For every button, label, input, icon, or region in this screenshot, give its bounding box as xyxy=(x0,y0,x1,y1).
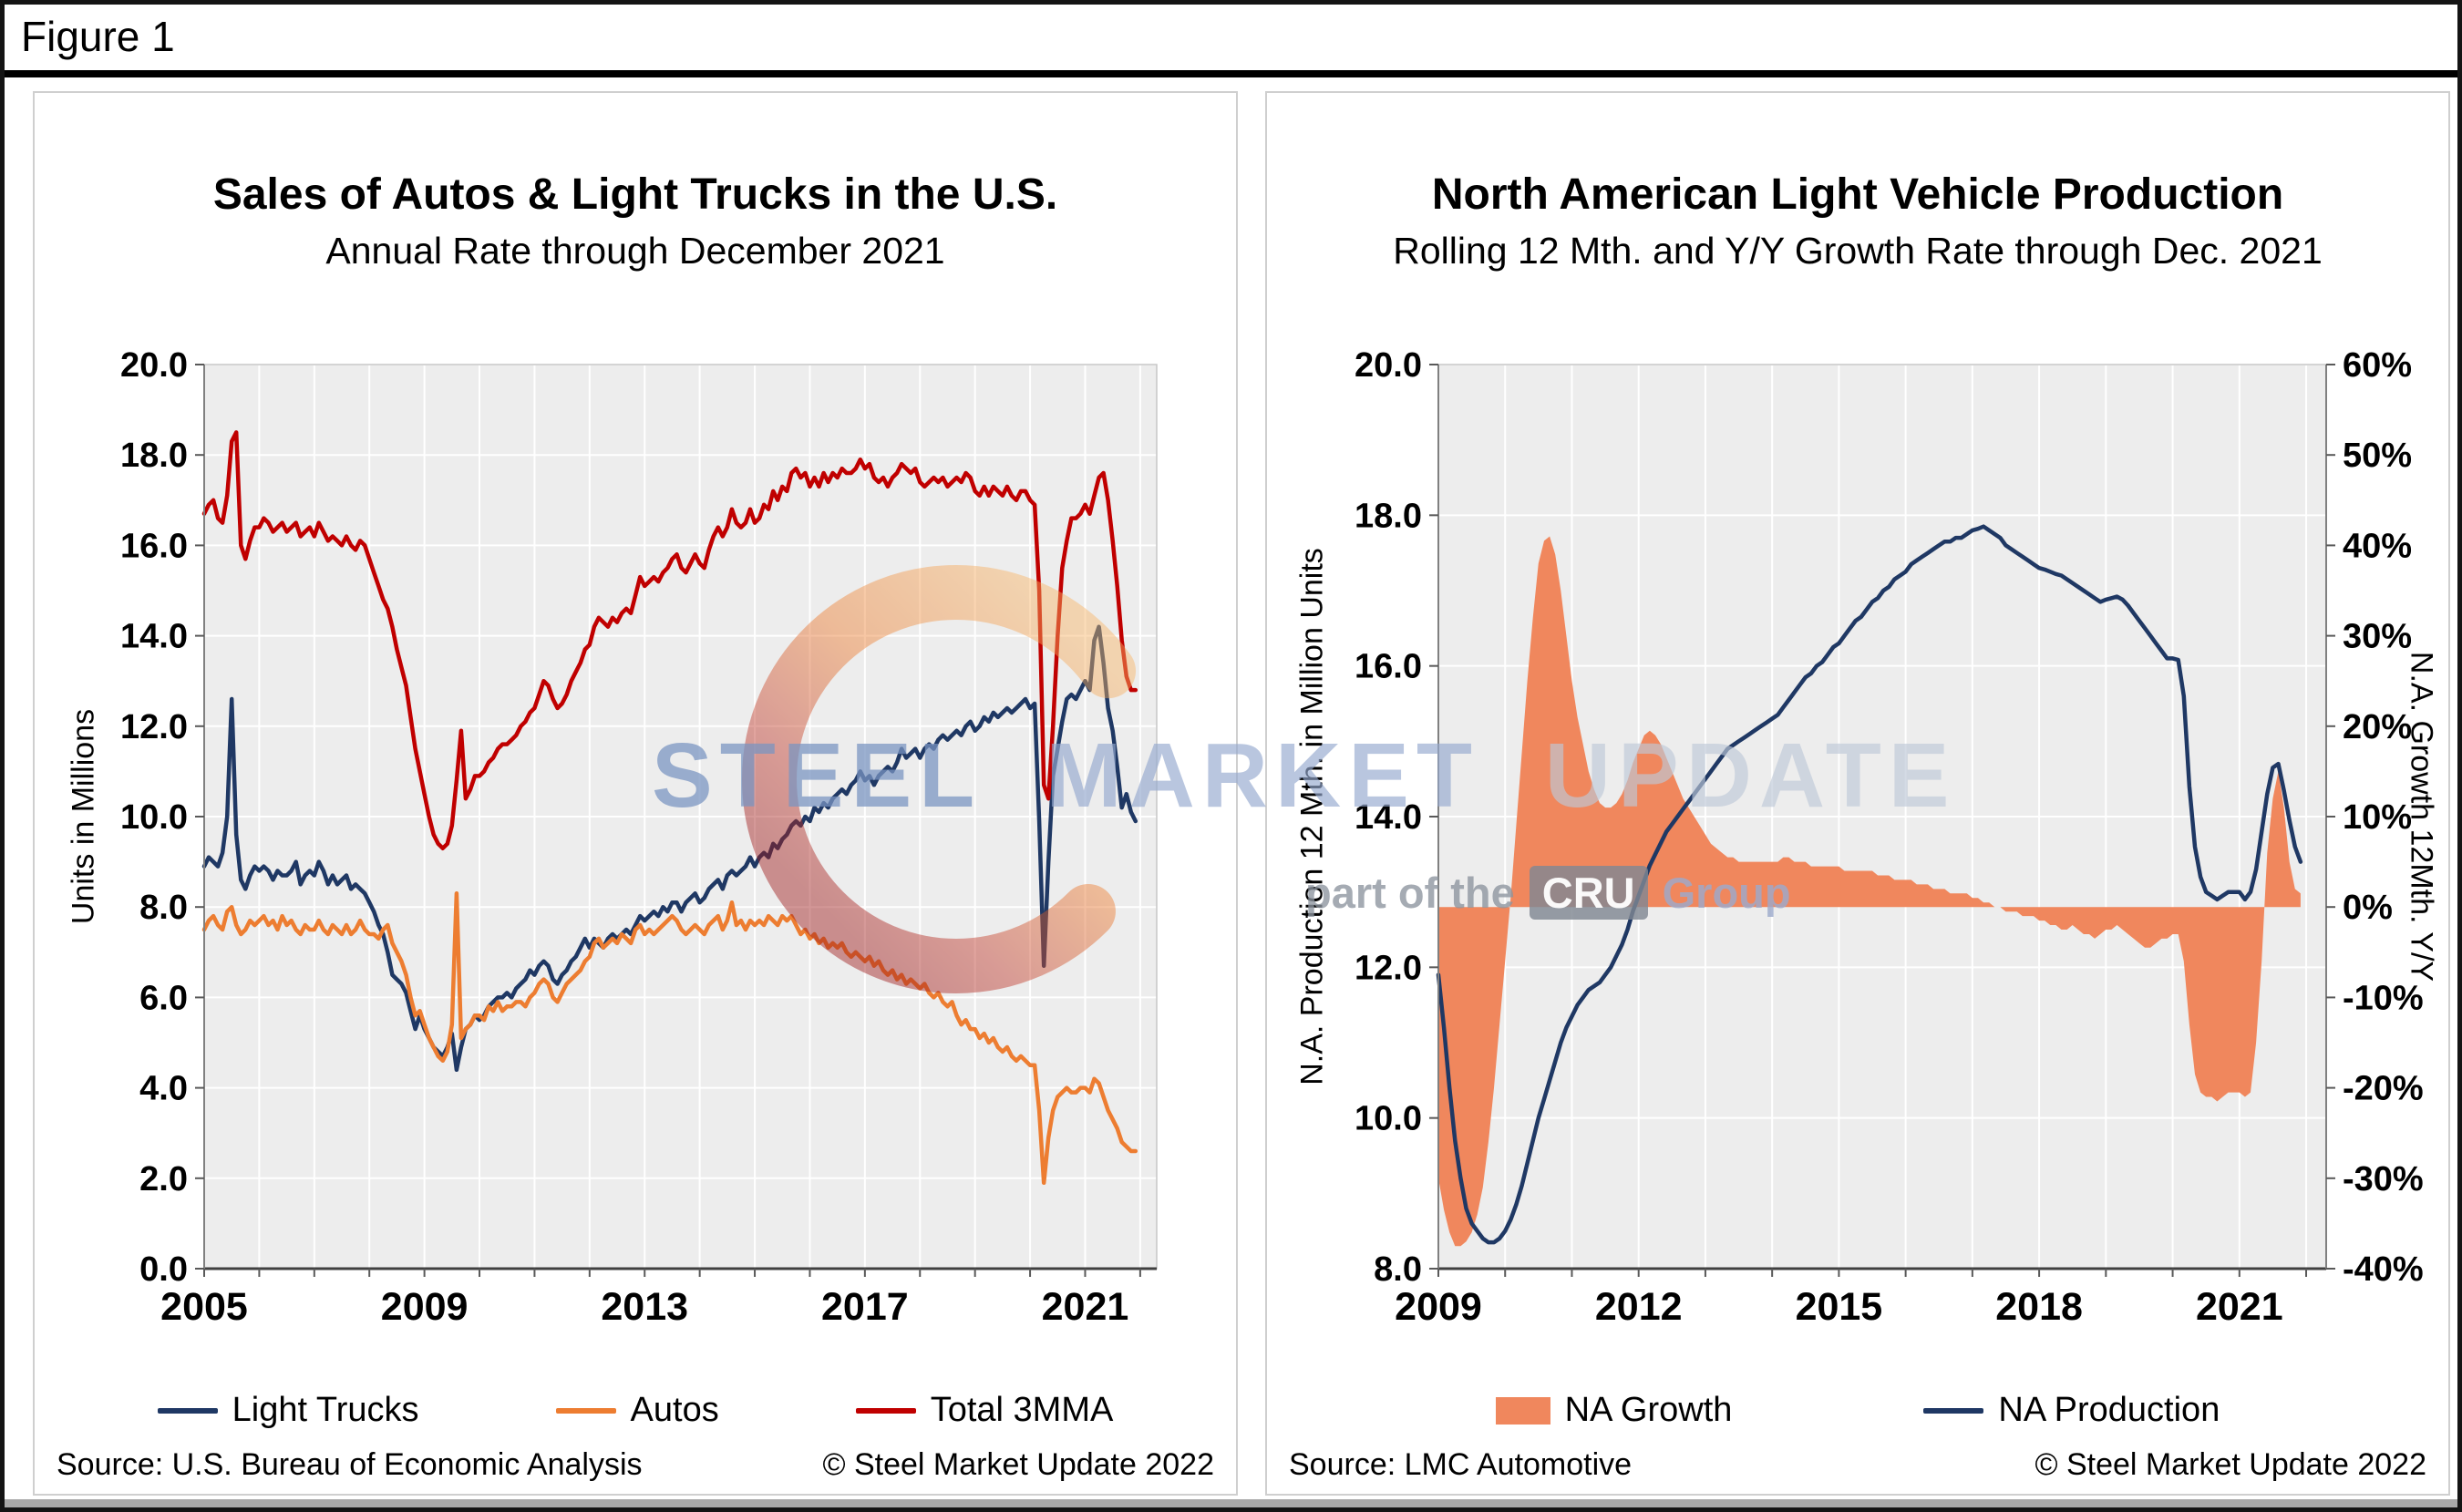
autos-line xyxy=(201,891,1138,1186)
light-trucks-line-swatch xyxy=(157,1407,218,1414)
x-axis-tick-label: 2021 xyxy=(1042,1285,1129,1329)
y-axis-tick-label: 16.0 xyxy=(1355,648,1422,686)
secondary-y-axis-tick-label: -30% xyxy=(2343,1160,2424,1198)
y-axis-tick-label: 4.0 xyxy=(139,1070,188,1108)
right-chart-source: Source: LMC Automotive xyxy=(1289,1447,1633,1482)
right-chart-left-y-axis-title: N.A. Production 12 Mth. in Million Units xyxy=(1294,548,1330,1085)
x-axis-tick-label: 2018 xyxy=(1995,1285,2083,1329)
y-axis-tick-label: 6.0 xyxy=(139,979,188,1017)
legend-item-na-growth: NA Growth xyxy=(1495,1391,1733,1430)
x-axis-tick-label: 2021 xyxy=(2196,1285,2283,1329)
right-chart-footer: Source: LMC Automotive © Steel Market Up… xyxy=(1289,1447,2426,1483)
na-growth-area xyxy=(1438,536,2301,1247)
left-chart-source: Source: U.S. Bureau of Economic Analysis xyxy=(57,1447,643,1482)
x-axis-tick-label: 2013 xyxy=(601,1285,688,1329)
secondary-y-axis-tick-label: 40% xyxy=(2343,527,2412,565)
y-axis-tick-label: 14.0 xyxy=(1355,798,1422,837)
y-axis-tick-label: 8.0 xyxy=(1374,1250,1422,1289)
na-production-line-swatch xyxy=(1923,1407,1984,1414)
x-axis-tick-label: 2015 xyxy=(1796,1285,1883,1329)
x-axis-tick-label: 2017 xyxy=(821,1285,909,1329)
y-axis-tick-label: 10.0 xyxy=(120,798,188,837)
y-axis-tick-label: 20.0 xyxy=(1355,346,1422,385)
sales-chart-plot: 0.0 2.0 4.0 6.0 8.0 10.0 12.0 14.0 16.0 18.0 20.0 2… xyxy=(35,93,1236,1494)
x-axis-tick-label: 2009 xyxy=(1395,1285,1482,1329)
secondary-y-axis-tick-label: 50% xyxy=(2343,437,2412,475)
secondary-y-axis-tick-label: -20% xyxy=(2343,1070,2424,1108)
secondary-y-axis-tick-label: -40% xyxy=(2343,1250,2424,1289)
left-chart-panel: 0.0 2.0 4.0 6.0 8.0 10.0 12.0 14.0 16.0 18.0 20.0 2… xyxy=(33,91,1238,1496)
legend-label-na-growth: NA Growth xyxy=(1564,1391,1733,1429)
left-chart-y-axis-title: Units in Millions xyxy=(66,708,101,925)
right-chart-title: North American Light Vehicle Production xyxy=(1431,170,2284,219)
na-growth-area-swatch xyxy=(1495,1396,1550,1425)
y-axis-tick-label: 16.0 xyxy=(120,527,188,565)
y-axis-tick-label: 12.0 xyxy=(1355,949,1422,987)
right-chart-legend: NA Growth NA Production xyxy=(1267,1391,2448,1430)
secondary-y-axis-tick-label: 20% xyxy=(2343,708,2412,746)
secondary-y-axis-tick-label: -10% xyxy=(2343,979,2424,1017)
bottom-strip xyxy=(5,1499,2457,1507)
legend-label-total-3mma: Total 3MMA xyxy=(930,1391,1114,1429)
total-3mma-line xyxy=(201,430,1138,850)
legend-item-total-3mma: Total 3MMA xyxy=(855,1391,1114,1430)
secondary-y-axis-tick-label: 60% xyxy=(2343,346,2412,385)
legend-label-na-production: NA Production xyxy=(1998,1391,2220,1429)
sales-of-autos-light-trucks-in-the-u-s-svg: 0.0 2.0 4.0 6.0 8.0 10.0 12.0 14.0 16.0 18.0 20.0 2… xyxy=(120,346,1158,1329)
production-chart-plot: 8.0 10.0 12.0 14.0 16.0 18.0 20.0 -40% -30% -20% -… xyxy=(1267,93,2448,1494)
left-chart-footer: Source: U.S. Bureau of Economic Analysis… xyxy=(57,1447,1214,1483)
total-3mma-line-swatch xyxy=(855,1407,916,1414)
y-axis-tick-label: 18.0 xyxy=(120,437,188,475)
y-axis-tick-label: 12.0 xyxy=(120,708,188,746)
legend-item-na-production: NA Production xyxy=(1923,1391,2220,1430)
na-production-line xyxy=(1436,524,2303,1245)
legend-label-light-trucks: Light Trucks xyxy=(232,1391,419,1429)
right-chart-subtitle: Rolling 12 Mth. and Y/Y Growth Rate thro… xyxy=(1393,230,2323,272)
left-chart-copyright: © Steel Market Update 2022 xyxy=(822,1447,1214,1482)
secondary-y-axis-tick-label: 30% xyxy=(2343,618,2412,656)
right-chart-panel: 8.0 10.0 12.0 14.0 16.0 18.0 20.0 -40% -30% -20% -… xyxy=(1265,91,2450,1496)
y-axis-tick-label: 20.0 xyxy=(120,346,188,385)
legend-item-autos: Autos xyxy=(555,1391,719,1430)
x-axis-tick-label: 2012 xyxy=(1595,1285,1683,1329)
y-axis-tick-label: 0.0 xyxy=(139,1250,188,1289)
secondary-y-axis-tick-label: 10% xyxy=(2343,798,2412,837)
right-chart-copyright: © Steel Market Update 2022 xyxy=(2034,1447,2426,1482)
y-axis-tick-label: 10.0 xyxy=(1355,1100,1422,1138)
figure-title-bar: Figure 1 xyxy=(5,5,2457,77)
north-american-light-vehicle-production-svg: 8.0 10.0 12.0 14.0 16.0 18.0 20.0 -40% -30% -20% -… xyxy=(1355,346,2424,1329)
right-chart-right-y-axis-title: N.A. Growth 12Mth. Y/Y xyxy=(2404,651,2439,982)
y-axis-tick-label: 18.0 xyxy=(1355,497,1422,535)
left-chart-title: Sales of Autos & Light Trucks in the U.S… xyxy=(212,170,1058,219)
y-axis-tick-label: 14.0 xyxy=(120,618,188,656)
left-chart-subtitle: Annual Rate through December 2021 xyxy=(325,230,945,272)
x-axis-tick-label: 2005 xyxy=(160,1285,248,1329)
legend-label-autos: Autos xyxy=(630,1391,719,1429)
secondary-y-axis-tick-label: 0% xyxy=(2343,889,2393,927)
legend-item-light-trucks: Light Trucks xyxy=(157,1391,419,1430)
y-axis-tick-label: 2.0 xyxy=(139,1160,188,1198)
y-axis-tick-label: 8.0 xyxy=(139,889,188,927)
autos-line-swatch xyxy=(555,1407,616,1414)
x-axis-tick-label: 2009 xyxy=(381,1285,469,1329)
left-chart-legend: Light Trucks Autos Total 3MMA xyxy=(35,1391,1236,1430)
figure-label: Figure 1 xyxy=(21,13,175,60)
